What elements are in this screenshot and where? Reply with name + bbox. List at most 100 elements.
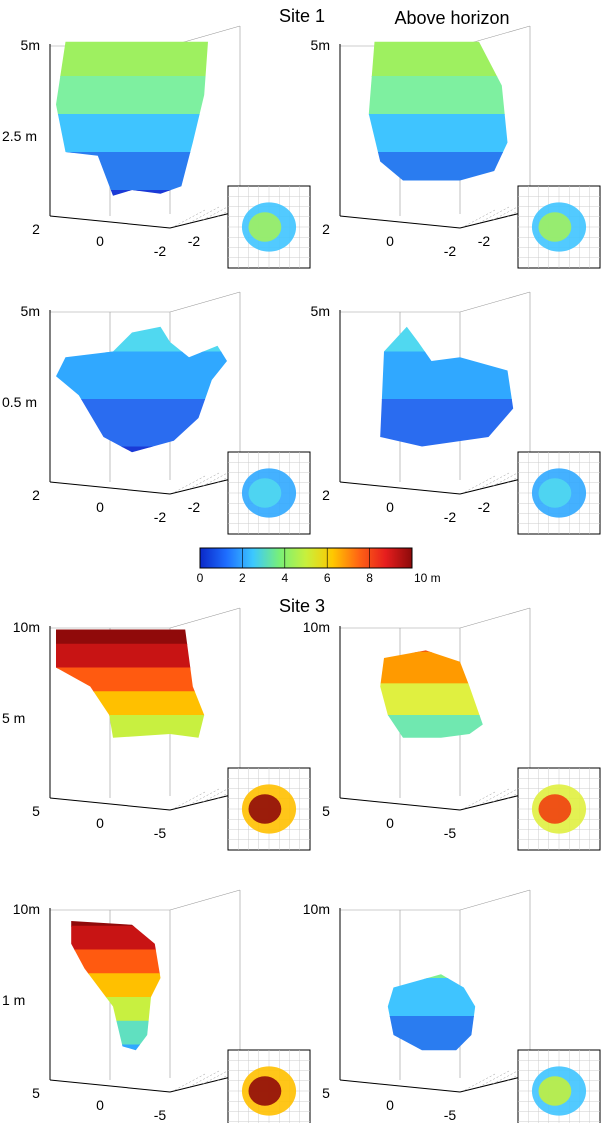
height-band [56, 643, 205, 669]
height-band [380, 715, 483, 738]
panel-4: 5m 2 0 -2 -2 [311, 291, 601, 535]
floor-grid-line [478, 1070, 510, 1088]
height-band [71, 1044, 161, 1051]
colorbar-tick-label: 8 [366, 571, 373, 585]
panel-6: 10m 5 0 -5 [303, 607, 601, 851]
z-top-label: 10m [303, 619, 330, 635]
floor-grid-line [174, 475, 206, 493]
x-tick-label: -5 [154, 825, 167, 841]
colorbar-tick-label: 2 [239, 571, 246, 585]
floor-grid-line [478, 206, 510, 224]
height-band [368, 76, 508, 115]
axis-frame-line [459, 889, 531, 911]
x-tick-label: -5 [444, 1107, 457, 1123]
z-top-label: 10m [13, 619, 40, 635]
x-axis [49, 1079, 171, 1093]
inset-top-view [227, 451, 311, 535]
height-band [56, 715, 205, 738]
panel-5: 10m 5 m 5 0 -5 [2, 607, 311, 851]
x-axis [49, 215, 171, 229]
x-tick-label: 2 [322, 221, 330, 237]
x-tick-label: 0 [386, 1097, 394, 1113]
height-band [380, 651, 483, 685]
y-tick-label: -2 [478, 499, 491, 515]
colorbar-tick-label: 10 m [414, 571, 441, 585]
height-band [380, 399, 514, 447]
floor-grid-line [464, 1073, 496, 1091]
inset-footprint-core [248, 1076, 282, 1106]
y-axis [459, 793, 526, 811]
z-top-label: 5m [21, 37, 40, 53]
inset-footprint-core [538, 1076, 572, 1106]
floor-grid-line [188, 788, 220, 806]
floor-grid-line [188, 472, 220, 490]
point-cloud [346, 650, 536, 811]
z-top-label: 10m [303, 901, 330, 917]
inset-top-view [517, 767, 601, 851]
floor-grid-line [174, 1073, 206, 1091]
height-band [56, 190, 208, 196]
z-top-label: 5m [311, 37, 330, 53]
inset-footprint-core [538, 212, 572, 242]
height-band [56, 76, 208, 115]
height-band [387, 974, 476, 979]
height-band [71, 921, 161, 927]
floor-grid-line [464, 791, 496, 809]
inset-top-view [517, 1049, 601, 1123]
floor-grid-line [478, 788, 510, 806]
height-band [368, 152, 508, 181]
x-tick-label: 2 [32, 221, 40, 237]
x-axis [339, 797, 461, 811]
panel-2: 5m 2 0 -2 -2 [311, 25, 601, 269]
height-band [346, 747, 536, 780]
x-tick-label: 0 [96, 1097, 104, 1113]
panel-8: 10m 5 0 -5 [303, 889, 601, 1123]
height-band [56, 41, 208, 77]
floor-grid-line [188, 206, 220, 224]
height-band [56, 351, 227, 400]
height-band [387, 978, 476, 1017]
height-label: 2.5 m [2, 128, 37, 144]
height-band [368, 114, 508, 153]
axis-frame-line [169, 607, 241, 629]
colorbar: 0 2 4 6 8 10 m [197, 547, 441, 585]
x-tick-label: -2 [154, 243, 167, 259]
y-axis [169, 1075, 236, 1093]
height-band [56, 691, 205, 716]
height-band [380, 683, 483, 716]
height-band [346, 778, 536, 811]
z-top-label: 10m [13, 901, 40, 917]
axis-frame-line [169, 889, 241, 911]
inset-top-view [227, 767, 311, 851]
height-band [56, 763, 246, 788]
inset-top-view [227, 1049, 311, 1123]
height-band [56, 446, 227, 453]
y-axis [169, 793, 236, 811]
inset-top-view [517, 451, 601, 535]
height-band [71, 1020, 161, 1046]
column-header: Above horizon [394, 8, 509, 28]
axis-frame-line [169, 291, 241, 313]
inset-footprint-core [248, 212, 282, 242]
height-band [56, 739, 246, 764]
y-tick-label: -2 [478, 233, 491, 249]
x-tick-label: 0 [386, 815, 394, 831]
height-band [56, 152, 208, 191]
height-label: 5 m [2, 710, 25, 726]
point-cloud [368, 41, 508, 181]
inset-footprint-core [248, 478, 282, 508]
x-axis [339, 215, 461, 229]
height-band [380, 326, 514, 353]
panel-7: 10m 1 m 5 0 -5 [2, 889, 311, 1123]
point-cloud [56, 41, 208, 196]
y-tick-label: -2 [188, 233, 201, 249]
site3-title: Site 3 [279, 596, 325, 616]
height-band [56, 399, 227, 448]
y-axis [459, 1075, 526, 1093]
height-band [346, 1054, 536, 1093]
axis-frame-line [459, 291, 531, 313]
height-band [380, 650, 483, 653]
y-axis [169, 211, 236, 229]
x-tick-label: 5 [32, 803, 40, 819]
height-band [380, 351, 514, 400]
